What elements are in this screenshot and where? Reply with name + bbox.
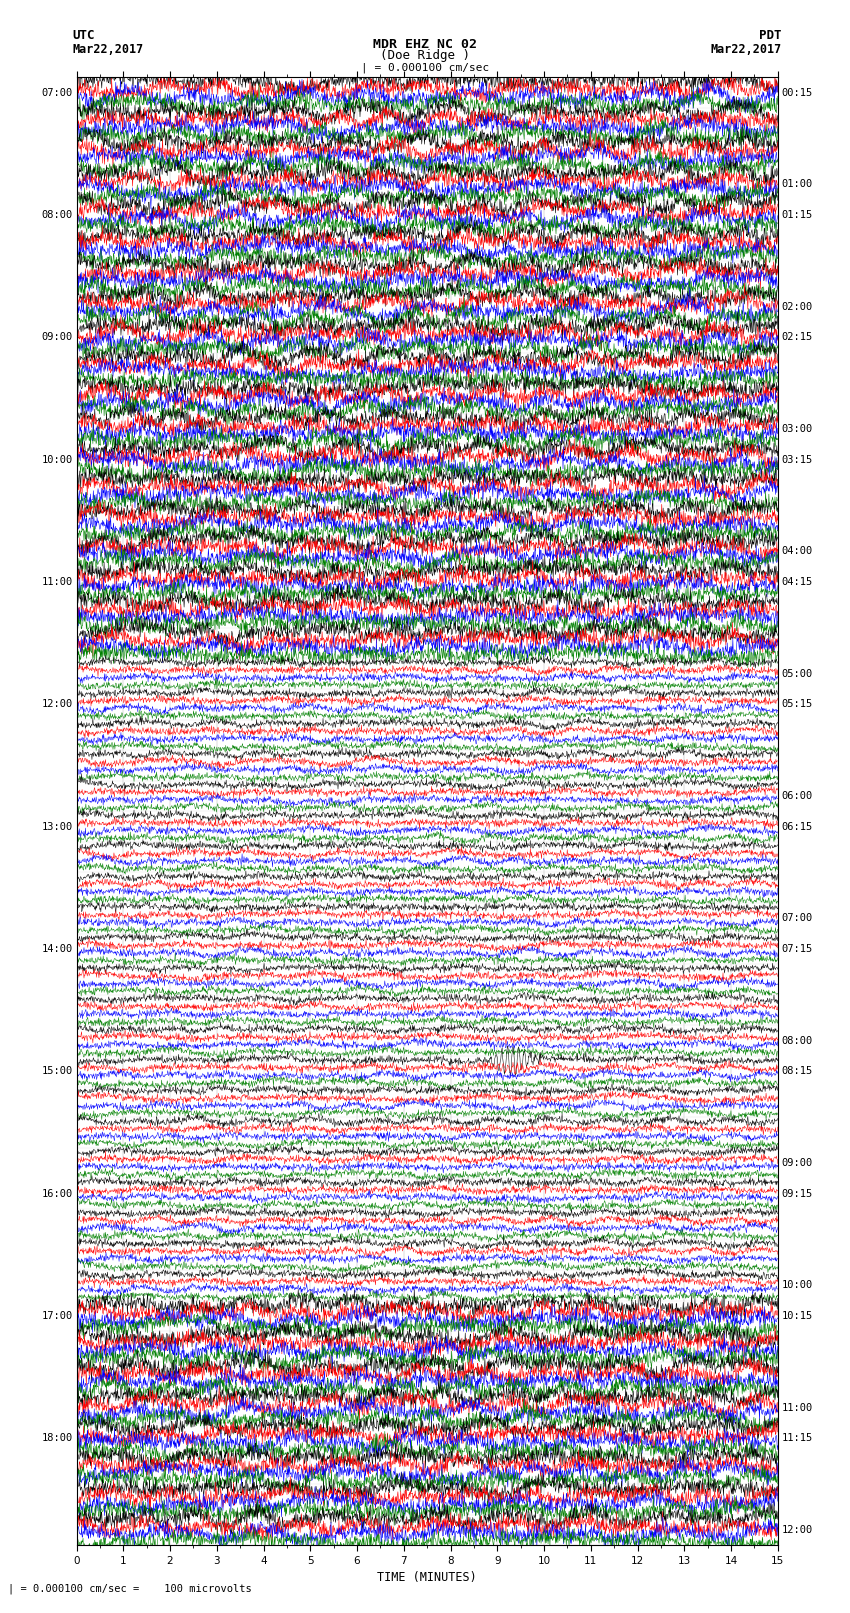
Text: 07:00: 07:00 bbox=[42, 87, 73, 98]
Text: 10:00: 10:00 bbox=[42, 455, 73, 465]
Text: 02:15: 02:15 bbox=[781, 332, 813, 342]
Text: | = 0.000100 cm/sec =    100 microvolts: | = 0.000100 cm/sec = 100 microvolts bbox=[8, 1582, 252, 1594]
Text: 13:00: 13:00 bbox=[42, 821, 73, 832]
Text: 10:15: 10:15 bbox=[781, 1311, 813, 1321]
Text: 07:00: 07:00 bbox=[781, 913, 813, 923]
Text: 12:00: 12:00 bbox=[42, 700, 73, 710]
Text: 14:00: 14:00 bbox=[42, 944, 73, 953]
Text: 02:00: 02:00 bbox=[781, 302, 813, 311]
Text: 05:00: 05:00 bbox=[781, 669, 813, 679]
Text: 09:15: 09:15 bbox=[781, 1189, 813, 1198]
Text: 08:00: 08:00 bbox=[781, 1036, 813, 1045]
Text: 06:15: 06:15 bbox=[781, 821, 813, 832]
Text: 00:15: 00:15 bbox=[781, 87, 813, 98]
Text: 04:00: 04:00 bbox=[781, 547, 813, 556]
Text: 06:00: 06:00 bbox=[781, 790, 813, 802]
Text: 16:00: 16:00 bbox=[42, 1189, 73, 1198]
Text: | = 0.000100 cm/sec: | = 0.000100 cm/sec bbox=[361, 63, 489, 73]
Text: (Doe Ridge ): (Doe Ridge ) bbox=[380, 48, 470, 63]
Text: 08:15: 08:15 bbox=[781, 1066, 813, 1076]
Text: 12:00: 12:00 bbox=[781, 1524, 813, 1536]
Text: 11:00: 11:00 bbox=[781, 1403, 813, 1413]
Text: 03:15: 03:15 bbox=[781, 455, 813, 465]
Text: UTC: UTC bbox=[72, 29, 94, 42]
Text: 03:00: 03:00 bbox=[781, 424, 813, 434]
Text: 15:00: 15:00 bbox=[42, 1066, 73, 1076]
Text: 05:15: 05:15 bbox=[781, 700, 813, 710]
Text: 08:00: 08:00 bbox=[42, 210, 73, 219]
Text: 01:00: 01:00 bbox=[781, 179, 813, 189]
Text: 04:15: 04:15 bbox=[781, 577, 813, 587]
Text: 17:00: 17:00 bbox=[42, 1311, 73, 1321]
Text: 09:00: 09:00 bbox=[781, 1158, 813, 1168]
Text: 18:00: 18:00 bbox=[42, 1434, 73, 1444]
Text: PDT: PDT bbox=[760, 29, 782, 42]
Text: 10:00: 10:00 bbox=[781, 1281, 813, 1290]
Text: 07:15: 07:15 bbox=[781, 944, 813, 953]
Text: MDR EHZ NC 02: MDR EHZ NC 02 bbox=[373, 37, 477, 50]
Text: 11:15: 11:15 bbox=[781, 1434, 813, 1444]
Text: 11:00: 11:00 bbox=[42, 577, 73, 587]
Text: Mar22,2017: Mar22,2017 bbox=[711, 44, 782, 56]
Text: Mar22,2017: Mar22,2017 bbox=[72, 44, 144, 56]
Text: 01:15: 01:15 bbox=[781, 210, 813, 219]
Text: 09:00: 09:00 bbox=[42, 332, 73, 342]
X-axis label: TIME (MINUTES): TIME (MINUTES) bbox=[377, 1571, 477, 1584]
